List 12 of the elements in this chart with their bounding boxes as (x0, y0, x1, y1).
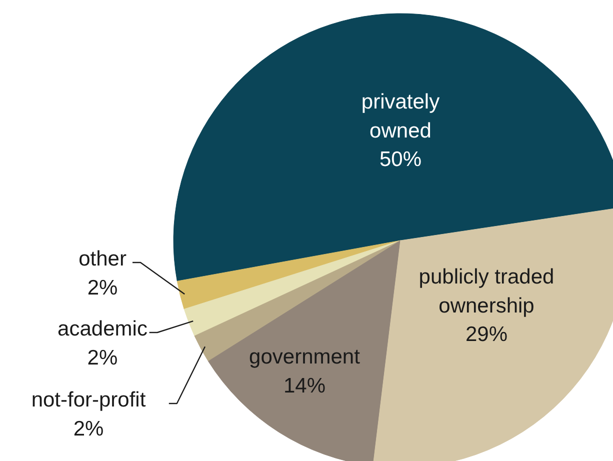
data-label: 14% (283, 374, 326, 398)
data-label: 50% (379, 148, 422, 171)
slice-label: academic (58, 318, 148, 340)
slice-label: other (78, 248, 126, 270)
slice-label: publicly traded ownership (418, 266, 554, 318)
data-label: 2% (73, 417, 104, 440)
data-label: 2% (87, 346, 118, 370)
slice-label: not-for-profit (31, 388, 146, 412)
slice-label: privately owned (361, 90, 440, 142)
data-label: 2% (87, 276, 118, 300)
data-label: 29% (465, 323, 508, 346)
slice-label: government (249, 346, 360, 368)
